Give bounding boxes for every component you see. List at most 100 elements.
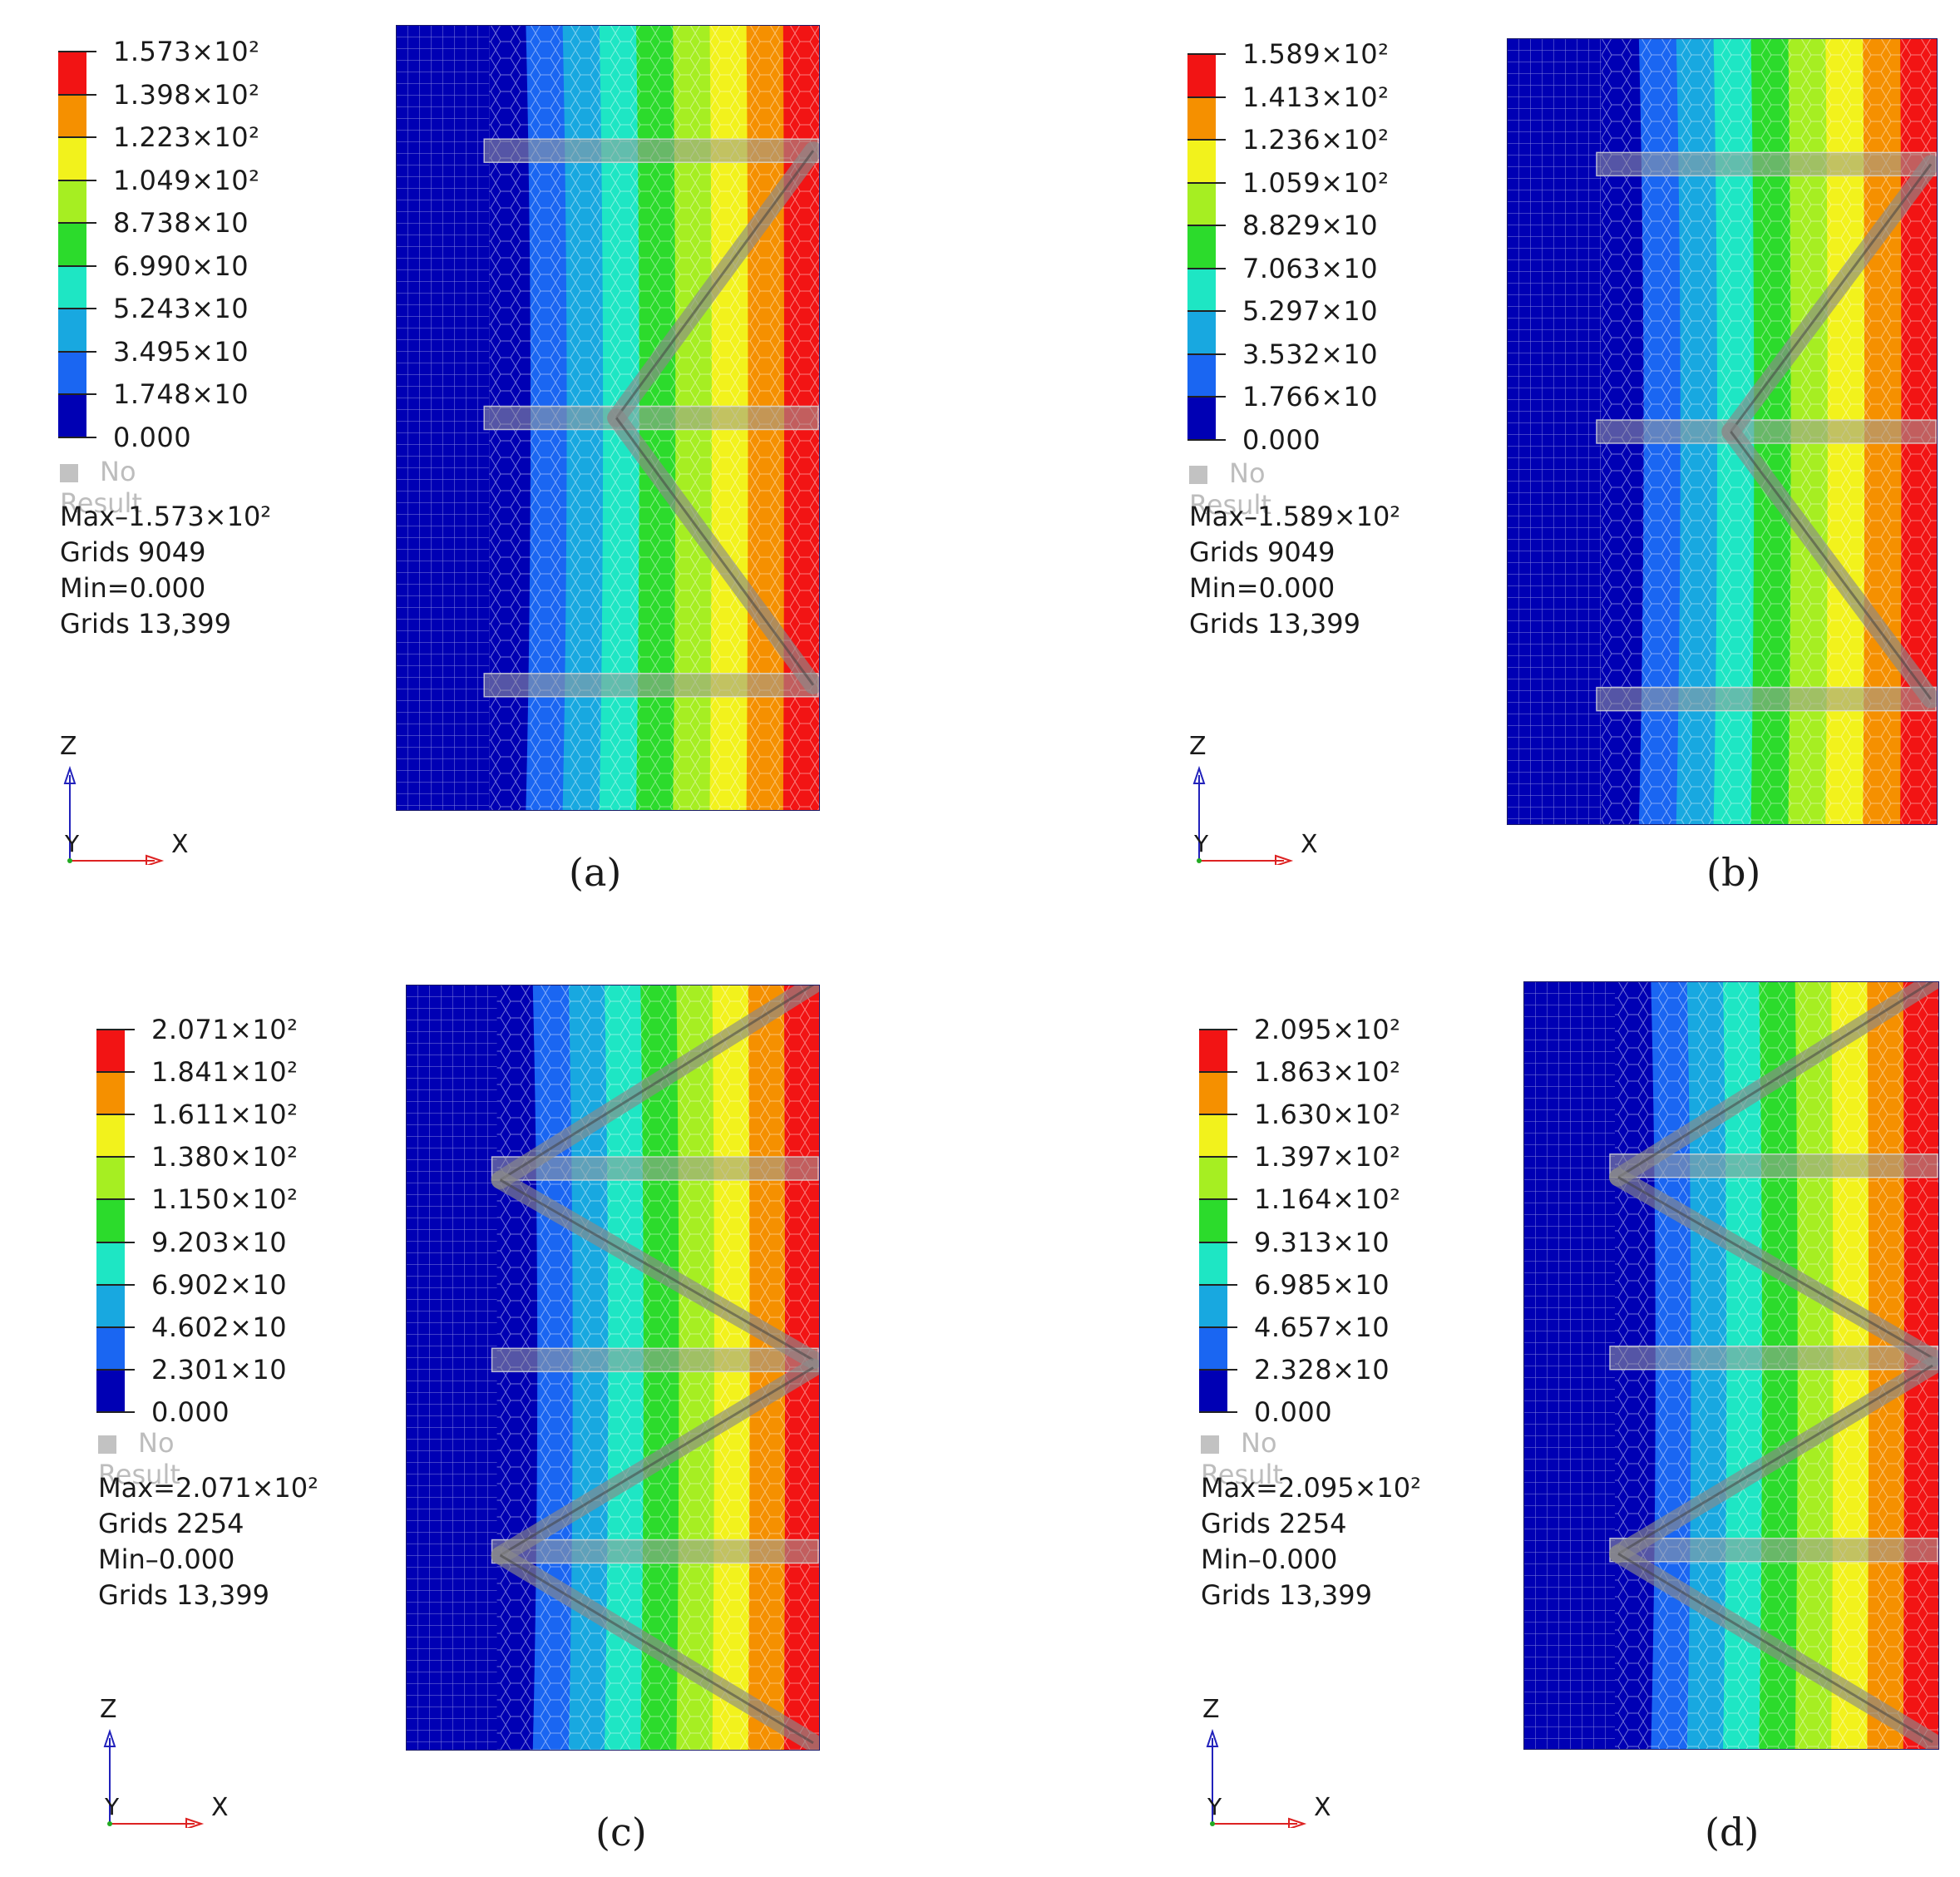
legend-value: 1.573×10² <box>113 36 260 67</box>
legend-tick <box>96 1241 135 1243</box>
legend-tick <box>96 1198 135 1201</box>
axis-triad-arrows <box>1192 765 1294 867</box>
axis-x-label: X <box>211 1793 229 1822</box>
rect-mesh-region <box>406 985 497 1751</box>
plot-border <box>1507 38 1938 825</box>
horizontal-member <box>1596 151 1937 177</box>
horizontal-member <box>491 1347 819 1373</box>
axis-y-label: Y <box>1207 1793 1222 1820</box>
legend-tick <box>96 1411 135 1413</box>
legend-color-band <box>58 137 86 181</box>
legend-color-band <box>1199 1030 1227 1073</box>
legend-color-band <box>1187 311 1216 355</box>
legend-color-band <box>58 180 86 224</box>
legend-value: 0.000 <box>113 422 192 453</box>
legend-value: 4.657×10 <box>1254 1311 1390 1343</box>
legend-tick <box>96 1029 135 1030</box>
legend-value: 6.990×10 <box>113 249 249 282</box>
legend-color-band <box>1187 140 1216 184</box>
horizontal-member <box>483 673 819 698</box>
legend-value: 0.000 <box>1254 1396 1333 1428</box>
horizontal-member <box>1596 686 1937 712</box>
rect-mesh-region <box>396 25 490 811</box>
legend-color-band <box>1187 268 1216 312</box>
legend-color-bar <box>96 1030 125 1413</box>
legend-tick <box>1187 439 1226 441</box>
legend-tick <box>1199 1156 1237 1158</box>
stress-contour-plot <box>1507 38 1938 825</box>
legend-tick <box>1187 396 1226 398</box>
legend-tick <box>1187 53 1226 55</box>
no-result-label: No Result <box>60 456 142 519</box>
axis-z-label: Z <box>60 732 77 761</box>
legend-color-band <box>1199 1072 1227 1115</box>
legend-color-band <box>1199 1369 1227 1413</box>
legend-value: 1.398×10² <box>113 78 260 111</box>
axis-y-label: Y <box>105 1793 120 1820</box>
axis-triad: Z Y X <box>1189 732 1359 867</box>
legend-color-band <box>96 1072 125 1115</box>
axis-y-label: Y <box>65 830 80 857</box>
legend-tick <box>1199 1071 1237 1074</box>
no-result-label: No Result <box>1201 1427 1283 1490</box>
legend-value: 1.049×10² <box>113 164 260 196</box>
legend-value: 1.380×10² <box>151 1141 299 1173</box>
legend-value: 3.495×10 <box>113 335 249 368</box>
plot-border <box>396 25 820 811</box>
legend-color-band <box>1187 54 1216 98</box>
legend-color-band <box>96 1114 125 1158</box>
panel-caption: (c) <box>595 1810 647 1855</box>
min-value: Min=0.000 <box>60 572 206 604</box>
legend-tick <box>58 264 96 267</box>
legend-tick <box>1199 1241 1237 1243</box>
horizontal-member <box>483 138 819 163</box>
legend-color-band <box>96 1157 125 1200</box>
legend-color-band <box>96 1326 125 1371</box>
no-result-swatch <box>1201 1435 1219 1454</box>
diagonal-member-edge <box>499 1553 814 1745</box>
legend-value: 1.841×10² <box>151 1056 299 1089</box>
plot-border <box>1523 981 1939 1750</box>
min-value: Min=0.000 <box>1189 572 1335 604</box>
legend-color-band <box>1199 1326 1227 1371</box>
legend-color-band <box>1199 1157 1227 1200</box>
legend-value: 2.301×10 <box>151 1353 288 1386</box>
horizontal-member <box>1609 1538 1938 1563</box>
min-grid: Grids 13,399 <box>98 1579 269 1611</box>
stress-contour-plot <box>1523 981 1939 1750</box>
horizontal-member <box>1596 419 1937 444</box>
legend-color-band <box>1199 1199 1227 1243</box>
legend-color-band <box>58 309 86 353</box>
min-grid: Grids 13,399 <box>1201 1579 1372 1611</box>
legend-tick <box>1187 181 1226 184</box>
legend-value: 7.063×10 <box>1242 252 1379 284</box>
rect-mesh-region <box>1523 981 1615 1750</box>
legend-value: 1.397×10² <box>1254 1141 1401 1173</box>
legend-color-band <box>1199 1114 1227 1158</box>
max-value: Max–1.589×10² <box>1189 501 1401 532</box>
legend-color-band <box>58 394 86 438</box>
max-grid: Grids 9049 <box>1189 536 1335 568</box>
diagonal-member-edge <box>1617 1553 1933 1744</box>
max-grid: Grids 9049 <box>60 536 206 568</box>
diagonal-member-edge <box>499 1178 814 1361</box>
axis-z-label: Z <box>100 1695 117 1724</box>
diagonal-member-edge <box>1730 163 1933 432</box>
max-grid: Grids 2254 <box>1201 1508 1347 1539</box>
legend-value: 1.630×10² <box>1254 1099 1401 1131</box>
legend-tick <box>1199 1283 1237 1286</box>
legend-tick <box>58 179 96 181</box>
legend-tick <box>96 1114 135 1116</box>
legend-value: 0.000 <box>1242 424 1321 456</box>
legend-color-bar <box>1187 54 1216 441</box>
legend-value: 3.532×10 <box>1242 338 1379 370</box>
legend-value: 5.243×10 <box>113 293 249 325</box>
no-result-swatch <box>60 464 78 482</box>
legend-color-bar <box>58 52 86 438</box>
legend-tick <box>58 393 96 396</box>
no-result-label: No Result <box>1189 457 1271 521</box>
legend-tick <box>1187 267 1226 269</box>
legend-color-band <box>1187 225 1216 269</box>
legend-tick <box>1187 225 1226 227</box>
legend-tick <box>1187 139 1226 141</box>
